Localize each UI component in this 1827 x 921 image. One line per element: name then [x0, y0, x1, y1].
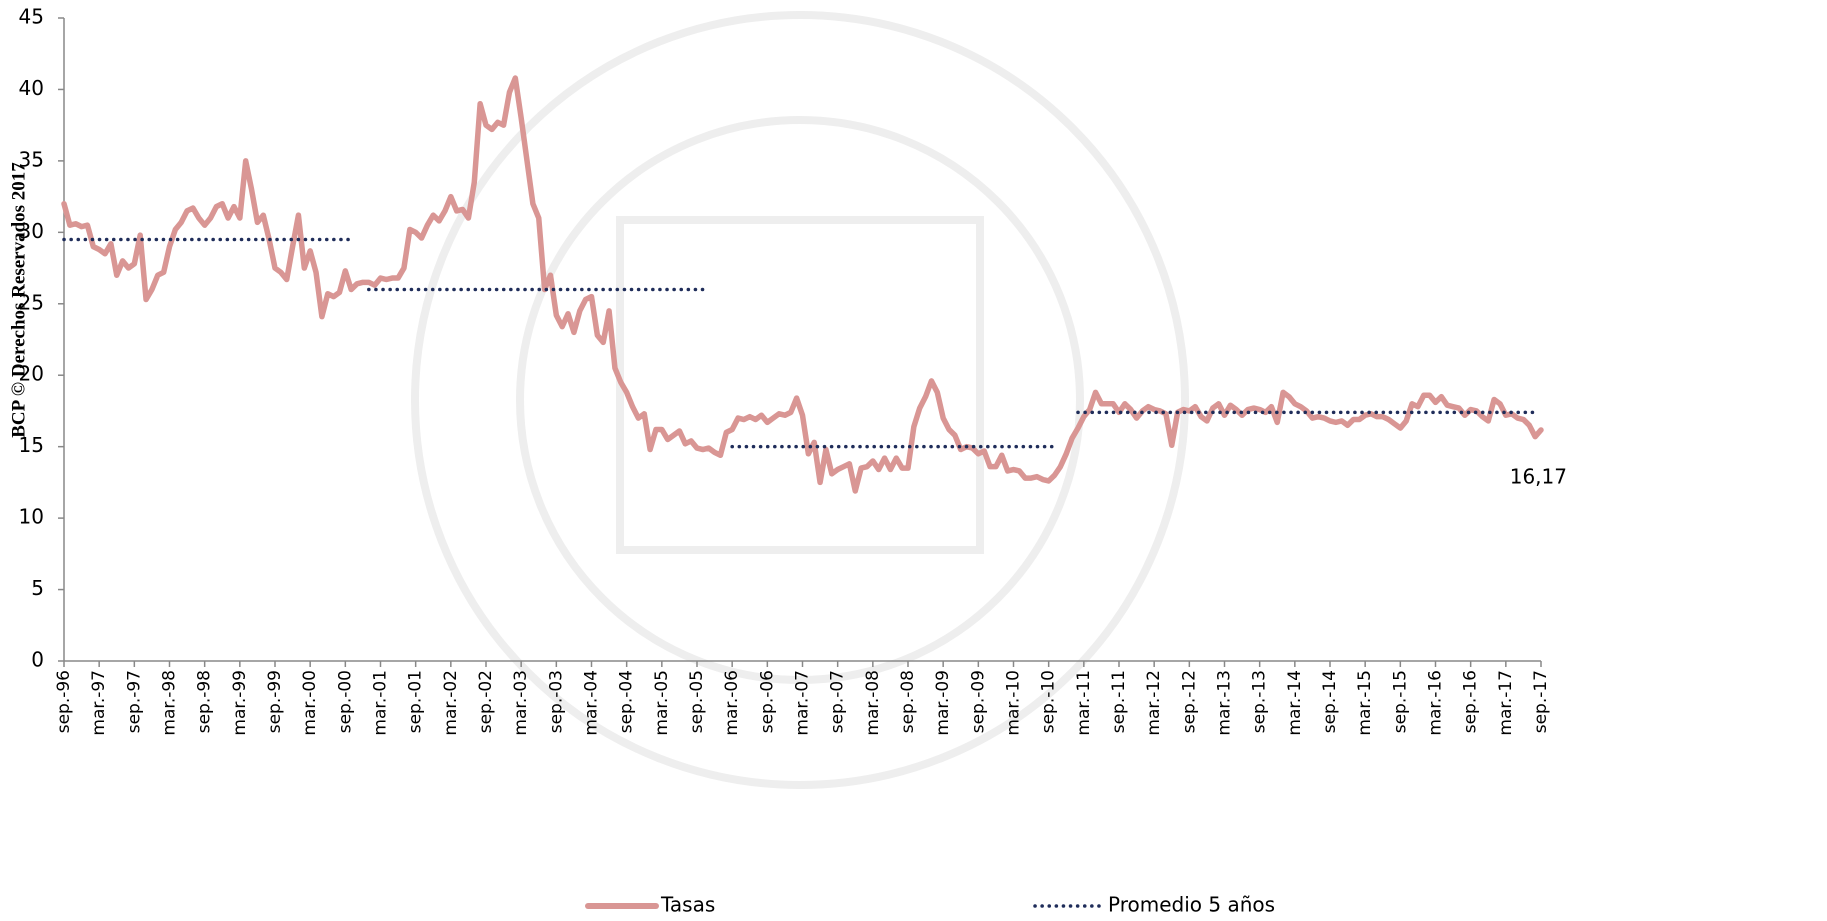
y-tick-label: 45: [19, 5, 44, 29]
x-tick-label: sep.-98: [195, 670, 215, 733]
x-tick-label: sep.-13: [1250, 670, 1270, 733]
x-tick-label: sep.-00: [335, 670, 355, 733]
rate-line: [61, 75, 1544, 494]
y-tick-label: 5: [31, 576, 44, 600]
y-tick-label: 20: [19, 362, 44, 386]
x-tick-label: sep.-07: [828, 670, 848, 733]
x-tick-label: sep.-03: [546, 670, 566, 733]
x-tick-label: sep.-09: [968, 670, 988, 733]
legend-label: Tasas: [660, 893, 715, 917]
x-tick-label: sep.-04: [617, 670, 637, 733]
data-label: 16,17: [1510, 464, 1567, 488]
x-tick-label: mar.-15: [1355, 670, 1375, 736]
x-tick-label: sep.-02: [476, 670, 496, 733]
x-tick-label: sep.-99: [265, 670, 285, 733]
x-tick-label: sep.-17: [1531, 670, 1551, 733]
x-tick-label: sep.-16: [1461, 670, 1481, 733]
y-tick-label: 10: [19, 505, 44, 529]
x-tick-label: mar.-06: [722, 670, 742, 736]
x-tick-label: mar.-14: [1285, 670, 1305, 736]
x-tick-label: mar.-13: [1215, 670, 1235, 736]
x-tick-label: mar.-97: [89, 670, 109, 736]
x-tick-label: mar.-10: [1004, 670, 1024, 736]
x-tick-label: sep.-15: [1390, 670, 1410, 733]
x-tick-label: sep.-12: [1179, 670, 1199, 733]
y-tick-label: 15: [19, 433, 44, 457]
y-tick-label: 30: [19, 219, 44, 243]
x-tick-label: sep.-06: [757, 670, 777, 733]
y-tick-label: 40: [19, 76, 44, 100]
x-tick-label: mar.-00: [300, 670, 320, 736]
watermark-text: BCP © Derechos Reservados 2017: [8, 162, 29, 438]
x-tick-label: sep.-14: [1320, 670, 1340, 733]
x-tick-label: sep.-96: [54, 670, 74, 733]
x-tick-label: mar.-05: [652, 670, 672, 736]
x-tick-label: sep.-08: [898, 670, 918, 733]
x-tick-label: mar.-17: [1496, 670, 1516, 736]
x-tick-label: mar.-12: [1144, 670, 1164, 736]
x-tick-label: mar.-04: [582, 670, 602, 736]
x-tick-label: mar.-09: [933, 670, 953, 736]
x-tick-label: sep.-05: [687, 670, 707, 733]
y-tick-label: 35: [19, 147, 44, 171]
x-tick-label: sep.-01: [406, 670, 426, 733]
x-tick-label: mar.-11: [1074, 670, 1094, 736]
x-tick-label: mar.-03: [511, 670, 531, 736]
x-tick-label: mar.-02: [441, 670, 461, 736]
legend-label: Promedio 5 años: [1108, 893, 1275, 917]
x-tick-label: sep.-10: [1039, 670, 1059, 733]
x-tick-label: sep.-11: [1109, 670, 1129, 733]
x-tick-label: mar.-01: [371, 670, 391, 736]
watermark-emblem: [411, 11, 1189, 789]
x-tick-label: mar.-07: [793, 670, 813, 736]
y-tick-label: 25: [19, 290, 44, 314]
x-tick-label: mar.-16: [1426, 670, 1446, 736]
y-tick-label: 0: [31, 648, 44, 672]
x-tick-label: mar.-99: [230, 670, 250, 736]
x-tick-label: mar.-08: [863, 670, 883, 736]
average-line: [62, 237, 1537, 449]
x-tick-label: mar.-98: [160, 670, 180, 736]
x-tick-label: sep.-97: [124, 670, 144, 733]
